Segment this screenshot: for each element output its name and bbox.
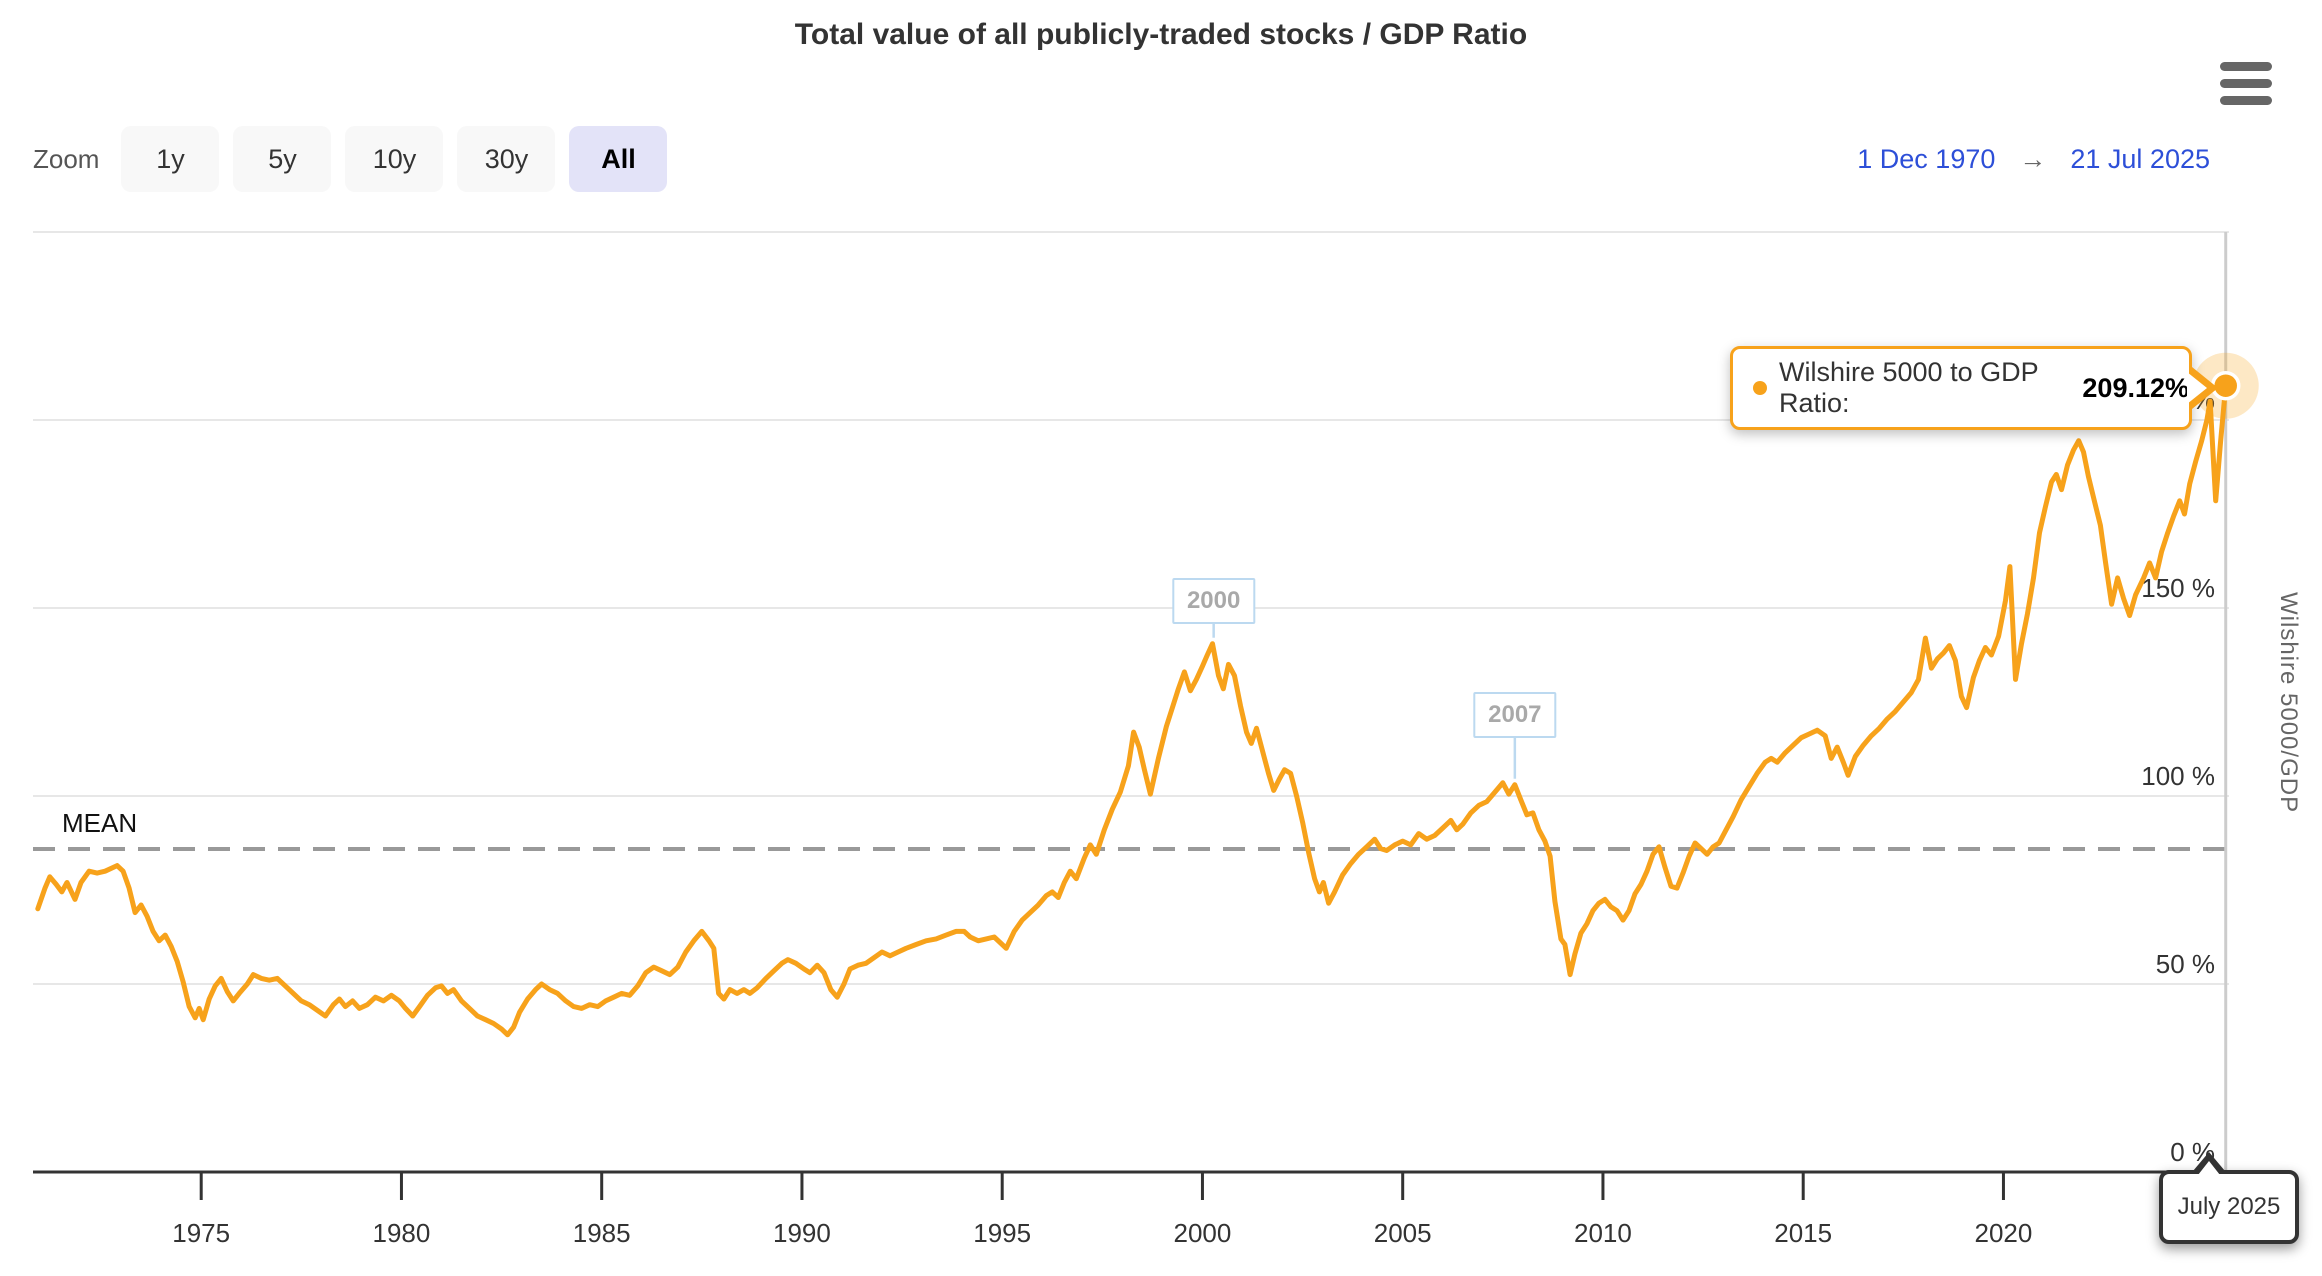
tooltip-value: 209.12% <box>2082 372 2189 403</box>
zoom-button-all[interactable]: All <box>569 126 668 192</box>
zoom-label: Zoom <box>33 143 100 174</box>
y-axis-tick-label: 50 % <box>2156 949 2215 979</box>
x-axis-tick-label: 1990 <box>773 1218 831 1248</box>
zoom-button-10y[interactable]: 10y <box>345 126 444 192</box>
arrow-right-icon: → <box>2019 143 2047 174</box>
hamburger-bar <box>2220 96 2272 105</box>
y-axis-tick-label: 150 % <box>2141 573 2215 603</box>
page-title: Total value of all publicly-traded stock… <box>794 18 1528 51</box>
x-axis-tick-label: 2020 <box>1975 1218 2033 1248</box>
x-axis-tick-label: 2005 <box>1374 1218 1432 1248</box>
mean-line-label: MEAN <box>62 808 138 838</box>
zoom-button-1y[interactable]: 1y <box>121 126 220 192</box>
range-buttons-group: 1y 5y 10y 30y All <box>121 126 668 192</box>
date-range-from[interactable]: 1 Dec 1970 <box>1857 143 1996 174</box>
zoom-button-5y[interactable]: 5y <box>233 126 332 192</box>
x-axis-tick-label: 2015 <box>1774 1218 1832 1248</box>
zoom-toolbar: Zoom 1y 5y 10y 30y All <box>33 126 668 192</box>
y-axis-title: Wilshire 5000/GDP <box>2275 592 2302 814</box>
y-axis-tick-label: 100 % <box>2141 761 2215 791</box>
hamburger-menu-icon[interactable] <box>2220 62 2272 113</box>
date-range-to[interactable]: 21 Jul 2025 <box>2070 143 2210 174</box>
annotation-flag-2007: 2007 <box>1473 692 1557 738</box>
x-axis-tick-label: 2010 <box>1574 1218 1632 1248</box>
annotation-flag-2000: 2000 <box>1171 578 1256 624</box>
series-tooltip: Wilshire 5000 to GDP Ratio: 209.12% <box>1730 346 2218 430</box>
crosshair-date-text: July 2025 <box>2177 1193 2281 1220</box>
zoom-button-30y[interactable]: 30y <box>457 126 556 192</box>
tooltip-label: Wilshire 5000 to GDP Ratio: <box>1779 357 2039 418</box>
x-axis-tick-label: 1975 <box>172 1218 230 1248</box>
date-range: 1 Dec 1970 → 21 Jul 2025 <box>1857 126 2210 192</box>
tooltip-arrow-icon <box>2187 372 2207 404</box>
x-axis-tick-label: 1995 <box>973 1218 1031 1248</box>
x-axis-tick-label: 1980 <box>373 1218 431 1248</box>
crosshair-date-label: July 2025 <box>2159 1152 2299 1244</box>
series-line[interactable] <box>35 383 2229 1038</box>
x-axis-tick-label: 2000 <box>1174 1218 1232 1248</box>
hamburger-bar <box>2220 79 2272 88</box>
hamburger-bar <box>2220 62 2272 71</box>
crosshair-label-notch-icon <box>2198 1161 2220 1175</box>
series-marker-icon <box>1753 381 1767 395</box>
x-axis-tick-label: 1985 <box>573 1218 631 1248</box>
